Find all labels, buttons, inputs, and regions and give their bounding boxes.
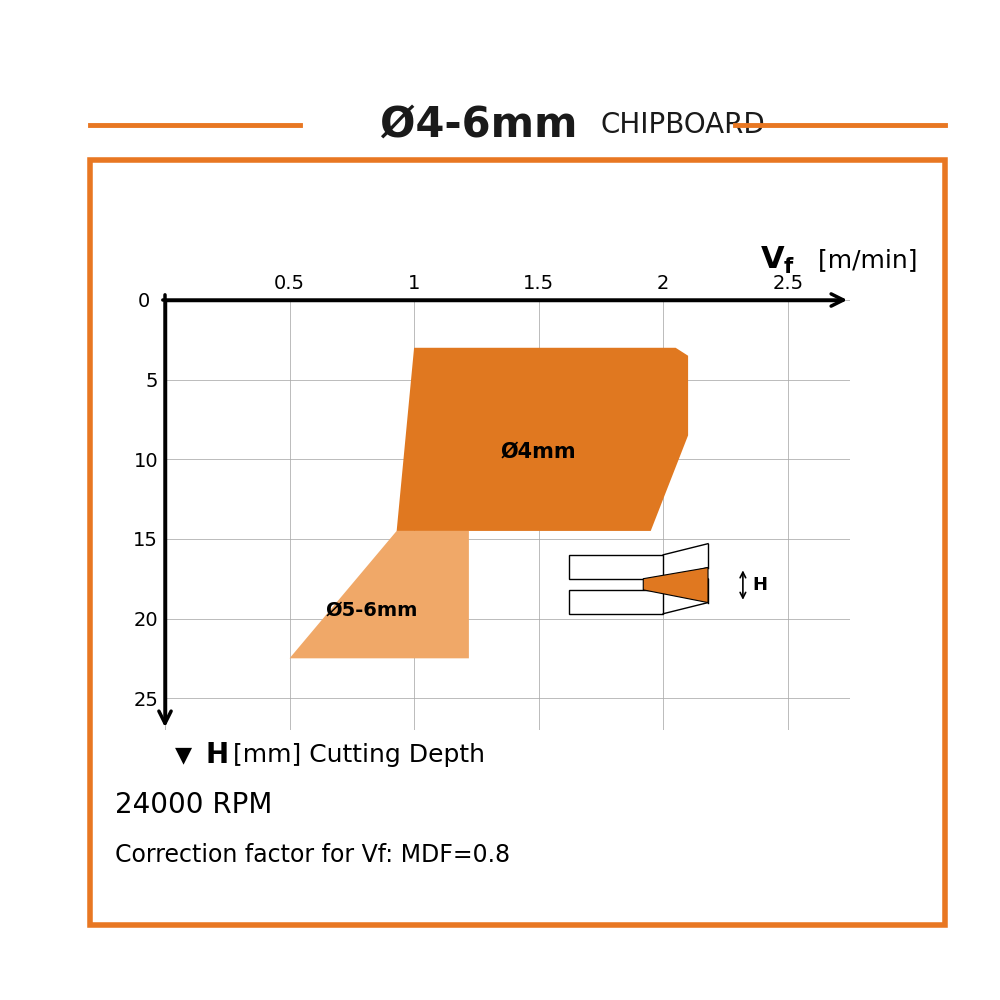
Text: H: H bbox=[753, 576, 768, 594]
Bar bbox=[569, 590, 663, 614]
Text: 24000 RPM: 24000 RPM bbox=[115, 791, 272, 819]
Text: CHIPBOARD: CHIPBOARD bbox=[600, 111, 765, 139]
Text: Ø4mm: Ø4mm bbox=[501, 441, 576, 461]
Text: [mm] Cutting Depth: [mm] Cutting Depth bbox=[225, 743, 485, 767]
Text: 0: 0 bbox=[138, 292, 150, 311]
Text: $\mathbf{V_f}$: $\mathbf{V_f}$ bbox=[760, 244, 795, 276]
Text: Correction factor for Vf: MDF=0.8: Correction factor for Vf: MDF=0.8 bbox=[115, 843, 510, 867]
Text: Ø5-6mm: Ø5-6mm bbox=[326, 601, 418, 620]
Text: [m/min]: [m/min] bbox=[810, 248, 918, 272]
Text: Ø4-6mm: Ø4-6mm bbox=[380, 104, 592, 146]
Polygon shape bbox=[397, 348, 688, 531]
Bar bbox=[569, 555, 663, 579]
Text: H: H bbox=[205, 741, 228, 769]
Text: ▼: ▼ bbox=[175, 745, 192, 765]
Polygon shape bbox=[290, 531, 469, 658]
Polygon shape bbox=[643, 568, 708, 603]
